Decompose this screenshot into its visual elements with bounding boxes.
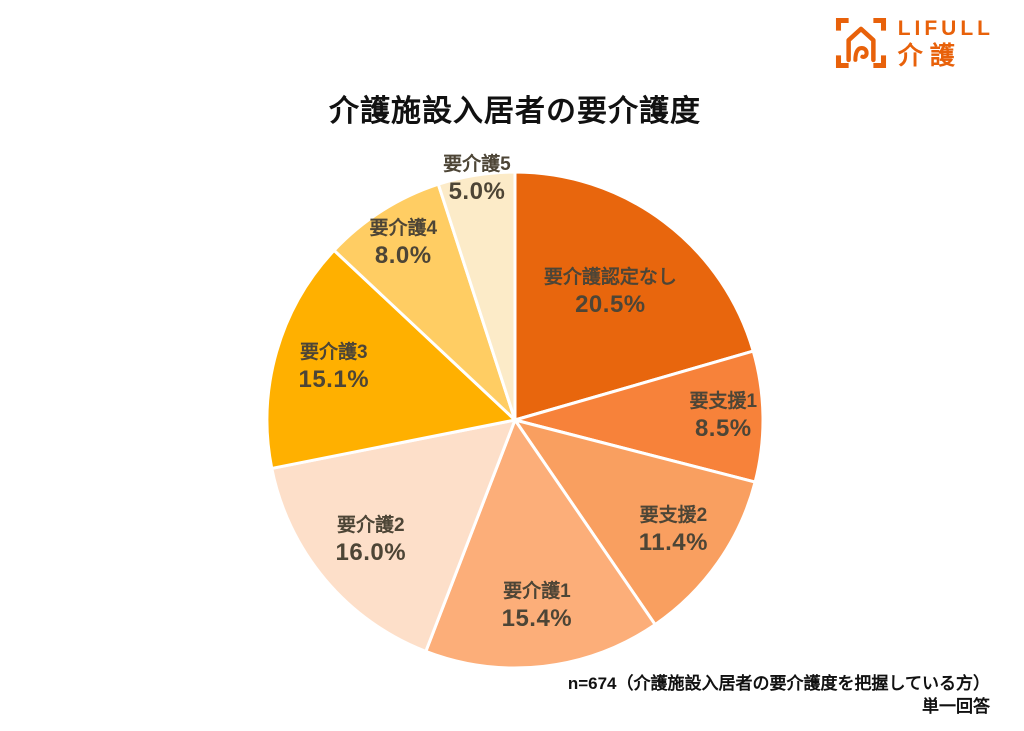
pie-slice bbox=[513, 349, 765, 484]
lifull-house-icon bbox=[834, 16, 888, 70]
pie-slice bbox=[436, 170, 517, 422]
pie-slice bbox=[424, 418, 657, 670]
brand-sub: 介護 bbox=[897, 41, 962, 70]
sample-note: n=674（介護施設入居者の要介護度を把握している方） 単一回答 bbox=[568, 673, 990, 719]
sample-size-note: n=674（介護施設入居者の要介護度を把握している方） bbox=[567, 674, 990, 694]
pie-slice bbox=[332, 182, 517, 422]
answer-type-note: 単一回答 bbox=[922, 697, 990, 717]
chart-title: 介護施設入居者の要介護度 bbox=[329, 95, 701, 128]
pie-slice bbox=[513, 170, 755, 422]
pie-slice bbox=[513, 418, 757, 627]
brand-logo: LIFULL 介護 bbox=[834, 16, 994, 70]
brand-text: LIFULL 介護 bbox=[898, 18, 994, 69]
brand-name: LIFULL bbox=[897, 16, 994, 40]
pie-slice bbox=[265, 248, 517, 470]
pie-slice bbox=[270, 418, 517, 653]
